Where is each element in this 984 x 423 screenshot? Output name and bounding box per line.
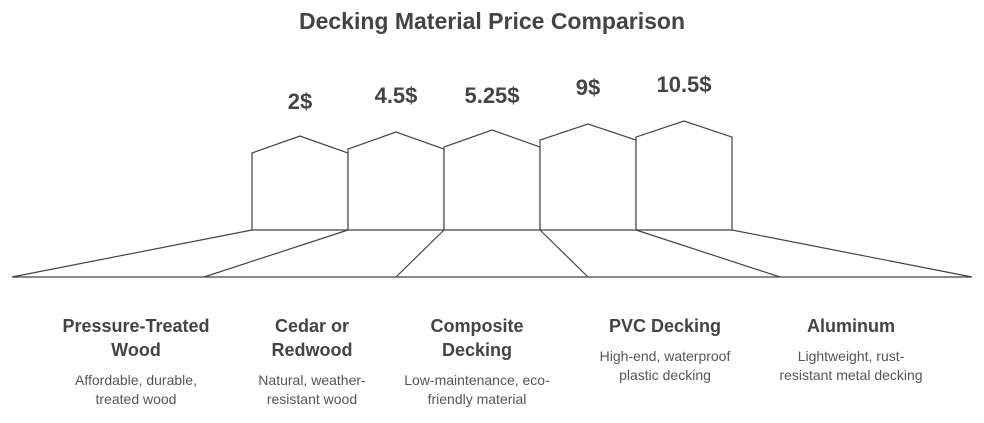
page-title: Decking Material Price Comparison bbox=[298, 8, 685, 34]
material-name: Aluminum bbox=[807, 316, 895, 336]
material-cedar-redwood: Cedar or Redwood Natural, weather- resis… bbox=[222, 314, 402, 409]
material-name: Pressure-Treated Wood bbox=[62, 316, 210, 360]
price-label-aluminum: 10.5$ bbox=[656, 72, 712, 97]
material-pressure-treated: Pressure-Treated Wood Affordable, durabl… bbox=[46, 314, 226, 409]
perspective-line-5 bbox=[635, 229, 781, 278]
perspective-line-3 bbox=[395, 229, 445, 278]
material-name: PVC Decking bbox=[608, 316, 722, 336]
price-block-pvc bbox=[539, 123, 637, 231]
price-label-cedar: 4.5$ bbox=[374, 83, 418, 108]
price-label-pvc: 9$ bbox=[575, 75, 601, 100]
price-block-composite bbox=[443, 129, 541, 231]
perspective-line-6 bbox=[731, 229, 973, 278]
price-block-pressure-treated bbox=[251, 135, 349, 231]
material-aluminum: Aluminum Lightweight, rust- resistant me… bbox=[761, 314, 941, 385]
perspective-line-2 bbox=[203, 229, 349, 278]
material-name: Cedar or Redwood bbox=[271, 316, 353, 360]
material-description: Low-maintenance, eco- friendly material bbox=[404, 372, 550, 407]
perspective-line-1 bbox=[11, 229, 253, 278]
price-block-cedar bbox=[347, 131, 445, 231]
material-description: Natural, weather- resistant wood bbox=[258, 372, 366, 407]
material-description: High-end, waterproof plastic decking bbox=[599, 348, 731, 383]
material-name: Composite Decking bbox=[430, 316, 524, 360]
price-block-aluminum bbox=[635, 120, 733, 231]
material-composite: Composite Decking Low-maintenance, eco- … bbox=[387, 314, 567, 409]
price-label-pressure-treated: 2$ bbox=[287, 89, 313, 114]
material-pvc: PVC Decking High-end, waterproof plastic… bbox=[575, 314, 755, 385]
price-label-composite: 5.25$ bbox=[464, 83, 520, 108]
perspective-line-4 bbox=[539, 229, 589, 278]
material-description: Affordable, durable, treated wood bbox=[75, 372, 197, 407]
material-description: Lightweight, rust- resistant metal decki… bbox=[779, 348, 923, 383]
